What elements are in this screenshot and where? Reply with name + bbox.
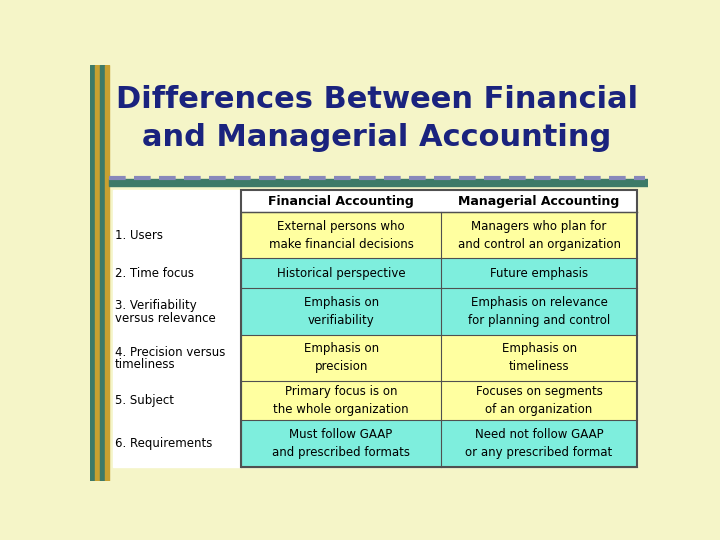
Text: Emphasis on
precision: Emphasis on precision — [304, 342, 379, 373]
Text: Future emphasis: Future emphasis — [490, 267, 588, 280]
Text: 5. Subject: 5. Subject — [114, 394, 174, 407]
Text: 4. Precision versus: 4. Precision versus — [114, 346, 225, 359]
Bar — [441, 335, 637, 381]
Text: External persons who
make financial decisions: External persons who make financial deci… — [269, 220, 413, 251]
Text: versus relevance: versus relevance — [114, 312, 215, 325]
Text: Historical perspective: Historical perspective — [276, 267, 405, 280]
Bar — [441, 288, 637, 335]
Text: Emphasis on relevance
for planning and control: Emphasis on relevance for planning and c… — [468, 296, 611, 327]
Text: Emphasis on
verifiability: Emphasis on verifiability — [304, 296, 379, 327]
Text: Managers who plan for
and control an organization: Managers who plan for and control an org… — [458, 220, 621, 251]
Bar — [241, 190, 637, 467]
Bar — [100, 65, 104, 481]
Text: Focuses on segments
of an organization: Focuses on segments of an organization — [476, 385, 603, 416]
Bar — [241, 335, 441, 381]
Bar — [241, 212, 441, 258]
Bar — [241, 288, 441, 335]
Bar — [441, 421, 637, 467]
Text: 6. Requirements: 6. Requirements — [114, 437, 212, 450]
Bar — [441, 212, 637, 258]
Bar — [90, 65, 96, 481]
Text: and Managerial Accounting: and Managerial Accounting — [142, 124, 611, 152]
Text: Financial Accounting: Financial Accounting — [269, 194, 414, 207]
Bar — [441, 258, 637, 288]
Bar — [241, 258, 441, 288]
Text: Managerial Accounting: Managerial Accounting — [459, 194, 620, 207]
Text: Emphasis on
timeliness: Emphasis on timeliness — [502, 342, 577, 373]
Bar — [241, 421, 441, 467]
Text: Primary focus is on
the whole organization: Primary focus is on the whole organizati… — [274, 385, 409, 416]
Bar — [241, 381, 441, 421]
Text: 2. Time focus: 2. Time focus — [114, 267, 194, 280]
Text: Must follow GAAP
and prescribed formats: Must follow GAAP and prescribed formats — [272, 428, 410, 459]
Text: Need not follow GAAP
or any prescribed format: Need not follow GAAP or any prescribed f… — [466, 428, 613, 459]
Text: timeliness: timeliness — [114, 359, 176, 372]
Bar — [104, 65, 109, 481]
Bar — [441, 381, 637, 421]
Bar — [113, 190, 637, 467]
Text: 3. Verifiability: 3. Verifiability — [114, 300, 197, 313]
Text: Differences Between Financial: Differences Between Financial — [116, 85, 638, 114]
Text: 1. Users: 1. Users — [114, 228, 163, 241]
Bar — [96, 65, 100, 481]
Bar — [109, 179, 648, 186]
